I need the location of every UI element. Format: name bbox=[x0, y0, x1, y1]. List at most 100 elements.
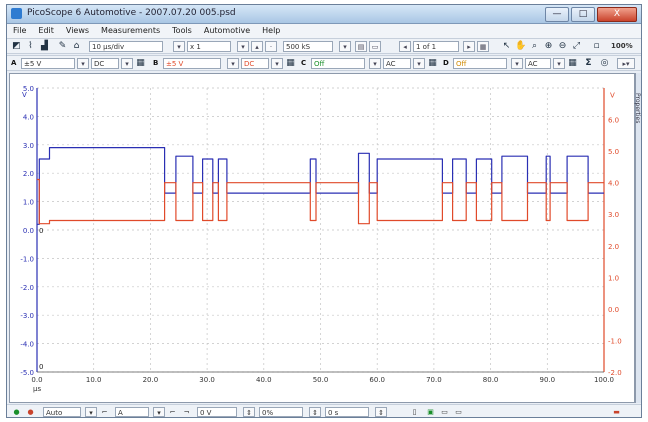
channel-toolbar: A ±5 V ▾ DC ▾ ▦ B ±5 V ▾ DC ▾ ▦ C Off ▾ … bbox=[7, 55, 641, 71]
zoom-fit-icon[interactable]: ⤢ bbox=[572, 41, 581, 51]
open-file-icon[interactable]: ⌂ bbox=[73, 41, 80, 51]
falling-edge-icon[interactable]: ¬ bbox=[183, 408, 190, 416]
trigger-mode-dropdown-icon[interactable]: ▾ bbox=[85, 407, 97, 417]
buffer-indicator: 1 of 1 bbox=[413, 41, 459, 52]
channel-c-coupling[interactable]: AC bbox=[383, 58, 411, 69]
zoom-area-icon[interactable]: ⌕ bbox=[531, 41, 538, 51]
x-axis-tick-label: 60.0 bbox=[369, 376, 385, 384]
timebase-select[interactable]: 10 µs/div bbox=[89, 41, 163, 52]
left-axis-tick-label: 1.0 bbox=[23, 199, 34, 207]
zoom-in-icon[interactable]: ⊕ bbox=[544, 41, 553, 51]
scope-chart[interactable]: 5.0 4.0 3.0 2.0 1.0 0.0 -1.0 -2.0 -3.0 -4.0 -5.0 V 6… bbox=[10, 74, 634, 402]
scope-mode-icon[interactable]: ◩ bbox=[12, 41, 21, 51]
channel-d-coupling[interactable]: AC bbox=[525, 58, 551, 69]
channel-c-range[interactable]: Off bbox=[311, 58, 365, 69]
probe-icon[interactable]: ✎ bbox=[58, 41, 67, 51]
menu-edit[interactable]: Edit bbox=[38, 26, 54, 35]
measurement-delete-icon[interactable]: ▭ bbox=[455, 408, 462, 416]
notes-panel-icon[interactable]: ▬ bbox=[613, 408, 620, 416]
menu-views[interactable]: Views bbox=[65, 26, 90, 35]
channel-b-options-icon[interactable]: ▦ bbox=[286, 58, 295, 68]
ruler-icon[interactable]: ▯ bbox=[412, 408, 417, 416]
trigger-delay-input[interactable]: 0 s bbox=[325, 407, 369, 417]
next-buffer-icon[interactable]: ▸ bbox=[463, 41, 475, 52]
right-axis-unit: V bbox=[610, 91, 615, 99]
left-axis-tick-label: -5.0 bbox=[20, 369, 34, 377]
close-button[interactable]: X bbox=[597, 7, 637, 22]
trigger-type-icon[interactable]: ⌐ bbox=[101, 408, 108, 416]
measurement-edit-icon[interactable]: ▭ bbox=[441, 408, 448, 416]
x-axis-tick-label: 70.0 bbox=[426, 376, 442, 384]
properties-side-tab[interactable]: Properties bbox=[634, 73, 641, 403]
menu-file[interactable]: File bbox=[13, 26, 27, 35]
channel-c-range-dropdown-icon[interactable]: ▾ bbox=[369, 58, 381, 69]
pre-trigger-input[interactable]: 0% bbox=[259, 407, 303, 417]
menu-automotive[interactable]: Automotive bbox=[203, 26, 251, 35]
channel-a-options-icon[interactable]: ▦ bbox=[136, 58, 145, 68]
channel-options-menu-icon[interactable]: ▸▾ bbox=[617, 58, 635, 69]
hand-tool-icon[interactable]: ✋ bbox=[515, 41, 527, 51]
zoom-up-icon[interactable]: ▴ bbox=[251, 41, 263, 52]
previous-buffer-icon[interactable]: ◂ bbox=[399, 41, 411, 52]
reference-waveforms-icon[interactable]: ◎ bbox=[600, 58, 609, 68]
math-channels-icon[interactable]: Σ bbox=[585, 58, 592, 68]
trigger-level-input[interactable]: 0 V bbox=[197, 407, 237, 417]
start-capture-icon[interactable]: ● bbox=[13, 408, 20, 416]
picoscope-window: PicoScope 6 Automotive - 2007.07.20 005.… bbox=[6, 4, 642, 418]
channel-b-label: B bbox=[153, 59, 159, 67]
zoom-down-icon[interactable]: ▾ bbox=[237, 41, 249, 52]
title-bar: PicoScope 6 Automotive - 2007.07.20 005.… bbox=[7, 5, 641, 24]
maximize-button[interactable]: □ bbox=[571, 7, 595, 22]
right-axis-tick-label: 4.0 bbox=[608, 180, 619, 188]
samples-dropdown-icon[interactable]: ▾ bbox=[339, 41, 351, 52]
zoom-out-icon[interactable]: ⊖ bbox=[558, 41, 567, 51]
menu-measurements[interactable]: Measurements bbox=[101, 26, 161, 35]
x-axis-tick-label: 20.0 bbox=[143, 376, 159, 384]
channel-b-range-dropdown-icon[interactable]: ▾ bbox=[227, 58, 239, 69]
spectrum-mode-icon[interactable]: ▟ bbox=[41, 41, 48, 51]
channel-a-coupling-dropdown-icon[interactable]: ▾ bbox=[121, 58, 133, 69]
resolution-icon[interactable]: ▤ bbox=[355, 41, 367, 52]
zoom-reset-icon[interactable]: · bbox=[265, 41, 277, 52]
notes-icon[interactable]: ▭ bbox=[369, 41, 381, 52]
trigger-level-stepper-icon[interactable]: ⇕ bbox=[243, 407, 255, 417]
x-axis-tick-label: 90.0 bbox=[540, 376, 556, 384]
channel-b-coupling-dropdown-icon[interactable]: ▾ bbox=[271, 58, 283, 69]
channel-c-coupling-dropdown-icon[interactable]: ▾ bbox=[413, 58, 425, 69]
channel-d-range-dropdown-icon[interactable]: ▾ bbox=[511, 58, 523, 69]
trigger-mode-select[interactable]: Auto bbox=[43, 407, 81, 417]
channel-d-range[interactable]: Off bbox=[453, 58, 507, 69]
channel-d-options-icon[interactable]: ▦ bbox=[568, 58, 577, 68]
channel-a-coupling[interactable]: DC bbox=[91, 58, 119, 69]
trigger-channel-select[interactable]: A bbox=[115, 407, 149, 417]
menu-tools[interactable]: Tools bbox=[172, 26, 192, 35]
channel-a-range[interactable]: ±5 V bbox=[21, 58, 75, 69]
x-axis-tick-label: 80.0 bbox=[483, 376, 499, 384]
zoom-full-icon[interactable]: ▫ bbox=[593, 41, 600, 51]
channel-b-coupling[interactable]: DC bbox=[241, 58, 269, 69]
left-axis-tick-label: -2.0 bbox=[20, 284, 34, 292]
pre-trigger-stepper-icon[interactable]: ⇕ bbox=[309, 407, 321, 417]
persistence-mode-icon[interactable]: ⌇ bbox=[28, 41, 33, 51]
left-axis-tick-label: 2.0 bbox=[23, 170, 34, 178]
minimize-button[interactable]: — bbox=[545, 7, 569, 22]
zoom-select[interactable]: x 1 bbox=[187, 41, 231, 52]
trigger-delay-stepper-icon[interactable]: ⇕ bbox=[375, 407, 387, 417]
pointer-tool-icon[interactable]: ↖ bbox=[502, 41, 511, 51]
channel-c-options-icon[interactable]: ▦ bbox=[428, 58, 437, 68]
channel-a-range-dropdown-icon[interactable]: ▾ bbox=[77, 58, 89, 69]
channel-d-coupling-dropdown-icon[interactable]: ▾ bbox=[553, 58, 565, 69]
window-title: PicoScope 6 Automotive - 2007.07.20 005.… bbox=[27, 8, 236, 18]
scope-view[interactable]: 5.0 4.0 3.0 2.0 1.0 0.0 -1.0 -2.0 -3.0 -4.0 -5.0 V 6… bbox=[9, 73, 635, 403]
rising-edge-icon[interactable]: ⌐ bbox=[169, 408, 176, 416]
channel-b-range[interactable]: ±5 V bbox=[163, 58, 221, 69]
stop-capture-icon[interactable]: ● bbox=[27, 408, 34, 416]
trigger-channel-dropdown-icon[interactable]: ▾ bbox=[153, 407, 165, 417]
measurement-add-icon[interactable]: ▣ bbox=[427, 408, 434, 416]
channel-c-label: C bbox=[301, 59, 307, 67]
buffer-navigator-icon[interactable]: ▦ bbox=[477, 41, 489, 52]
samples-select[interactable]: 500 kS bbox=[283, 41, 333, 52]
right-axis-tick-label: 0.0 bbox=[608, 306, 619, 314]
timebase-dropdown-icon[interactable]: ▾ bbox=[173, 41, 185, 52]
menu-help[interactable]: Help bbox=[262, 26, 281, 35]
